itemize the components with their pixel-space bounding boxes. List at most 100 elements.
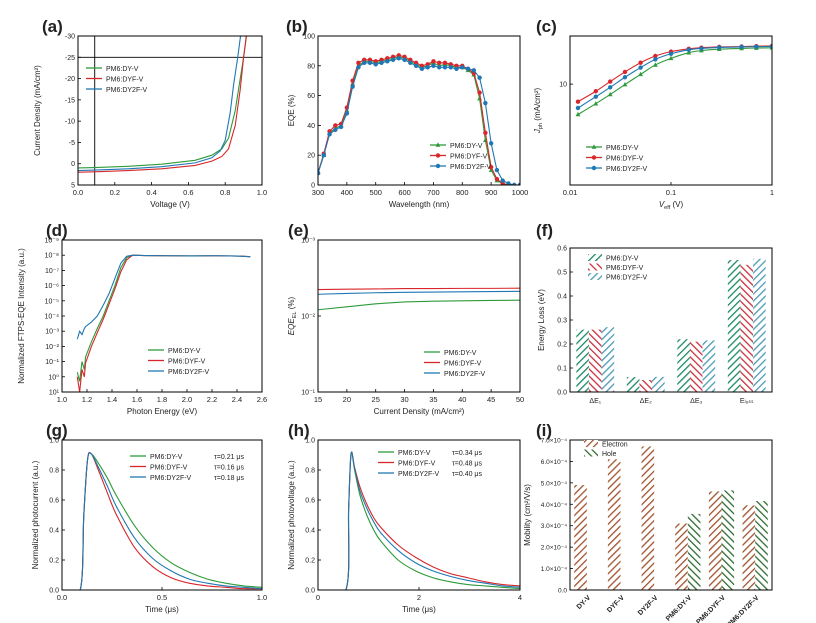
x-tick-label: 1.8 bbox=[157, 395, 167, 404]
data-point bbox=[500, 178, 505, 183]
x-tick-label: 25 bbox=[372, 395, 380, 404]
legend-label: PM6:DY-V bbox=[606, 145, 639, 152]
data-point bbox=[622, 81, 628, 87]
data-point bbox=[668, 51, 674, 56]
plot-frame bbox=[317, 35, 521, 186]
data-point bbox=[638, 60, 643, 65]
y-tick-label: 0.2 bbox=[557, 342, 567, 349]
panel-label: (g) bbox=[46, 421, 68, 440]
bar bbox=[641, 446, 655, 590]
legend-label: PM6:DY2F-V bbox=[106, 87, 148, 94]
bar bbox=[601, 327, 615, 392]
legend-label: PM6:DYF-V bbox=[150, 464, 188, 471]
y-tick-label: 0.3 bbox=[557, 318, 567, 325]
data-point bbox=[431, 59, 436, 64]
x-tick-label: 400 bbox=[341, 188, 354, 197]
plot-area bbox=[78, 36, 247, 173]
data-point bbox=[396, 56, 401, 61]
bar bbox=[675, 523, 688, 590]
data-point bbox=[754, 44, 759, 49]
data-point bbox=[512, 182, 517, 185]
data-point bbox=[338, 124, 344, 130]
data-point bbox=[488, 141, 494, 146]
plot-frame bbox=[77, 35, 263, 186]
data-point bbox=[435, 153, 441, 158]
y-tick-label: 7.0×10⁻⁴ bbox=[541, 438, 567, 445]
data-point bbox=[477, 95, 482, 101]
series-line-1 bbox=[318, 287, 520, 291]
y-tick-label: 0 bbox=[311, 183, 315, 190]
x-tick-label: 300 bbox=[312, 188, 325, 197]
data-point bbox=[575, 111, 581, 117]
data-point bbox=[668, 55, 674, 61]
chart-panel-e: (e) 15 20 25 30 35 40 45 50 10⁻¹ 10⁻² 10⁻³ Current D… bbox=[287, 221, 524, 416]
legend-value: τ=0.16 μs bbox=[214, 464, 244, 471]
x-axis-label: Photon Energy (eV) bbox=[127, 407, 198, 416]
x-tick-label: 2.6 bbox=[257, 395, 267, 404]
legend-value: τ=0.21 μs bbox=[214, 454, 244, 461]
data-point bbox=[333, 123, 338, 128]
legend-label: PM6:DYF-V bbox=[606, 155, 644, 162]
plot-frame bbox=[569, 35, 773, 186]
x-tick-label: 1000 bbox=[512, 188, 529, 197]
category-label: Eₗₒₛₛ bbox=[740, 398, 754, 405]
series-line-2 bbox=[318, 290, 520, 295]
category-label: ΔE₃ bbox=[690, 398, 702, 405]
data-point bbox=[483, 130, 488, 136]
x-axis-label: Time (μs) bbox=[145, 605, 179, 614]
y-tick-label: 10⁻² bbox=[45, 344, 59, 351]
y-axis-label: Mobility (cm²/V/s) bbox=[523, 484, 532, 546]
y-tick-label: 0.4 bbox=[49, 528, 59, 535]
data-point bbox=[483, 100, 488, 106]
data-point bbox=[739, 44, 744, 50]
legend-label: PM6:DY-V bbox=[168, 348, 201, 355]
y-tick-label: -30 bbox=[65, 34, 75, 41]
data-point bbox=[638, 71, 643, 77]
y-tick-label: 80 bbox=[307, 63, 315, 70]
legend-label: PM6:DYF-V bbox=[106, 76, 144, 83]
legend-swatch bbox=[588, 263, 602, 271]
legend-label: PM6:DY2F-V bbox=[398, 471, 440, 478]
data-point bbox=[435, 163, 441, 169]
data-point bbox=[333, 127, 338, 133]
data-point bbox=[350, 84, 355, 89]
plot-frame bbox=[569, 439, 773, 591]
data-point bbox=[471, 68, 477, 73]
plot-area bbox=[318, 451, 520, 590]
data-point bbox=[591, 155, 597, 160]
y-tick-label: 20 bbox=[307, 153, 315, 160]
y-tick-label: 1.0×10⁻⁴ bbox=[541, 566, 567, 573]
legend-swatch bbox=[584, 440, 598, 447]
bar bbox=[652, 376, 665, 392]
data-point bbox=[591, 165, 597, 171]
series-line-0 bbox=[577, 47, 772, 115]
x-tick-label: 1.0 bbox=[257, 188, 267, 197]
y-axis-label: Jph (mA/cm²) bbox=[533, 88, 544, 135]
x-tick-label: 2.0 bbox=[182, 395, 192, 404]
series-line-2 bbox=[78, 36, 242, 172]
y-tick-label: 100 bbox=[303, 34, 315, 41]
plot-frame bbox=[317, 239, 521, 393]
data-point bbox=[442, 65, 448, 70]
data-point bbox=[356, 60, 361, 66]
data-point bbox=[321, 153, 326, 158]
y-tick-label: 0.2 bbox=[305, 558, 315, 565]
y-tick-label: 1.0 bbox=[305, 438, 315, 445]
x-tick-label: 2.2 bbox=[207, 395, 217, 404]
legend-value: τ=0.48 μs bbox=[452, 460, 482, 467]
data-point bbox=[488, 164, 494, 170]
data-point bbox=[460, 65, 465, 70]
data-point bbox=[327, 132, 332, 137]
panel-label: (d) bbox=[46, 221, 68, 240]
y-tick-label: 0.5 bbox=[557, 270, 567, 277]
x-tick-label: 20 bbox=[343, 395, 351, 404]
y-tick-label: 10⁻³ bbox=[45, 329, 59, 336]
chart-panel-f: (f) 0.0 0.1 0.2 0.3 0.4 0.5 0.6 ΔE₁ ΔE₂ ΔE₃ Eₗₒₛₛ En… bbox=[536, 221, 773, 405]
plot-frame bbox=[317, 439, 521, 591]
plot-frame bbox=[61, 239, 263, 393]
legend-value: τ=0.34 μs bbox=[452, 450, 482, 457]
bar bbox=[607, 459, 621, 590]
legend-label: PM6:DYF-V bbox=[168, 358, 206, 365]
bar bbox=[742, 505, 756, 590]
data-point bbox=[607, 79, 613, 84]
